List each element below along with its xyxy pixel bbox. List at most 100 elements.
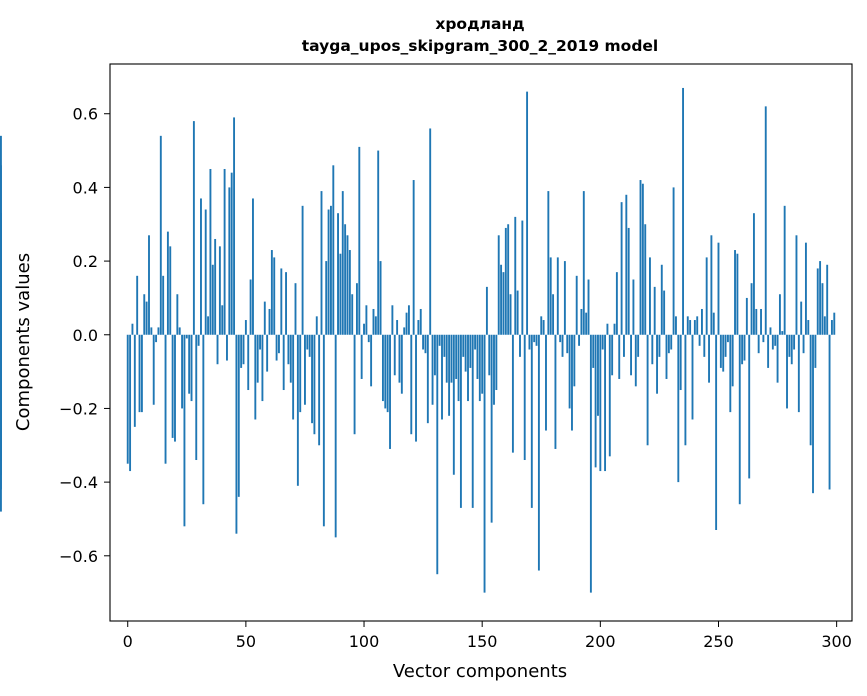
y-tick-label: 0.4 — [73, 178, 98, 197]
bar — [389, 334, 391, 449]
x-tick-label: 150 — [467, 632, 498, 651]
bar — [608, 334, 611, 457]
bar — [781, 331, 784, 335]
bar — [599, 334, 602, 472]
bar — [320, 191, 323, 335]
bar — [469, 334, 472, 368]
bar — [826, 264, 829, 335]
bar — [797, 334, 800, 413]
bar — [639, 180, 642, 335]
bar — [819, 261, 822, 335]
y-axis: −0.6 −0.4 −0.2 0.0 0.2 0.4 0.6 — [59, 105, 110, 566]
bar — [637, 334, 640, 357]
bar — [386, 334, 389, 413]
bar — [485, 286, 488, 335]
bar — [370, 334, 373, 387]
bar — [594, 334, 597, 468]
bar — [649, 257, 651, 335]
bar — [521, 220, 524, 335]
bar — [391, 305, 394, 335]
bar — [178, 327, 181, 335]
bar — [663, 290, 666, 335]
bar — [381, 334, 384, 402]
bar — [211, 264, 214, 335]
bar — [693, 320, 696, 335]
bar — [166, 231, 169, 335]
bar — [197, 334, 200, 346]
y-axis-label: Components values — [13, 253, 34, 431]
bar — [561, 334, 564, 357]
bar — [433, 334, 436, 376]
bar — [426, 334, 429, 424]
bar — [365, 305, 368, 335]
bar — [462, 334, 465, 357]
bar — [289, 334, 292, 383]
bar — [353, 334, 356, 435]
bar — [667, 334, 670, 354]
bar — [623, 334, 625, 357]
bar — [788, 334, 791, 357]
bar — [578, 334, 581, 346]
bar — [627, 227, 630, 335]
bar — [535, 334, 538, 346]
bar — [438, 334, 441, 346]
bar — [285, 272, 287, 335]
bar — [500, 264, 503, 335]
bar — [417, 320, 420, 335]
bar — [171, 334, 174, 438]
bar — [346, 235, 349, 335]
bar — [767, 334, 770, 368]
bar — [230, 172, 233, 335]
bar — [675, 316, 677, 335]
bar — [263, 301, 266, 335]
bar — [481, 334, 484, 394]
bar — [384, 334, 387, 409]
bar — [755, 308, 758, 335]
bar — [719, 334, 722, 368]
bar — [563, 261, 566, 335]
bar — [523, 334, 526, 461]
bar — [396, 320, 399, 335]
x-axis-label: Vector components — [393, 661, 567, 682]
bar — [318, 334, 321, 446]
bar — [159, 135, 162, 335]
bar — [360, 334, 363, 379]
bar — [412, 180, 415, 335]
bar — [188, 334, 191, 394]
bar — [278, 334, 280, 354]
bar — [150, 327, 153, 335]
bar — [734, 250, 736, 335]
x-tick-label: 250 — [703, 632, 734, 651]
chart-subtitle: tayga_upos_skipgram_300_2_2019 model — [302, 37, 659, 55]
bar — [306, 334, 309, 350]
bar — [422, 334, 425, 350]
bar — [455, 334, 458, 379]
bar — [358, 146, 361, 335]
bar — [185, 334, 188, 339]
bar — [181, 334, 184, 409]
bar — [443, 334, 446, 357]
bar — [0, 334, 2, 398]
bar — [459, 334, 462, 508]
bar — [202, 334, 205, 505]
bar — [308, 334, 311, 357]
bar — [244, 320, 247, 335]
bar — [190, 334, 193, 402]
bar — [712, 312, 715, 335]
bar — [620, 202, 623, 335]
bar — [207, 316, 210, 335]
bar — [419, 308, 422, 335]
bar — [372, 308, 375, 335]
bar — [313, 334, 316, 435]
bar — [256, 334, 259, 383]
bar — [247, 334, 250, 391]
bar — [665, 334, 668, 379]
bar — [568, 334, 571, 409]
bar — [764, 106, 767, 335]
bar — [339, 253, 342, 335]
bar — [200, 198, 202, 335]
bar — [138, 334, 141, 413]
y-tick-label: 0.6 — [73, 105, 98, 124]
bar — [823, 316, 826, 335]
bar — [540, 316, 543, 335]
